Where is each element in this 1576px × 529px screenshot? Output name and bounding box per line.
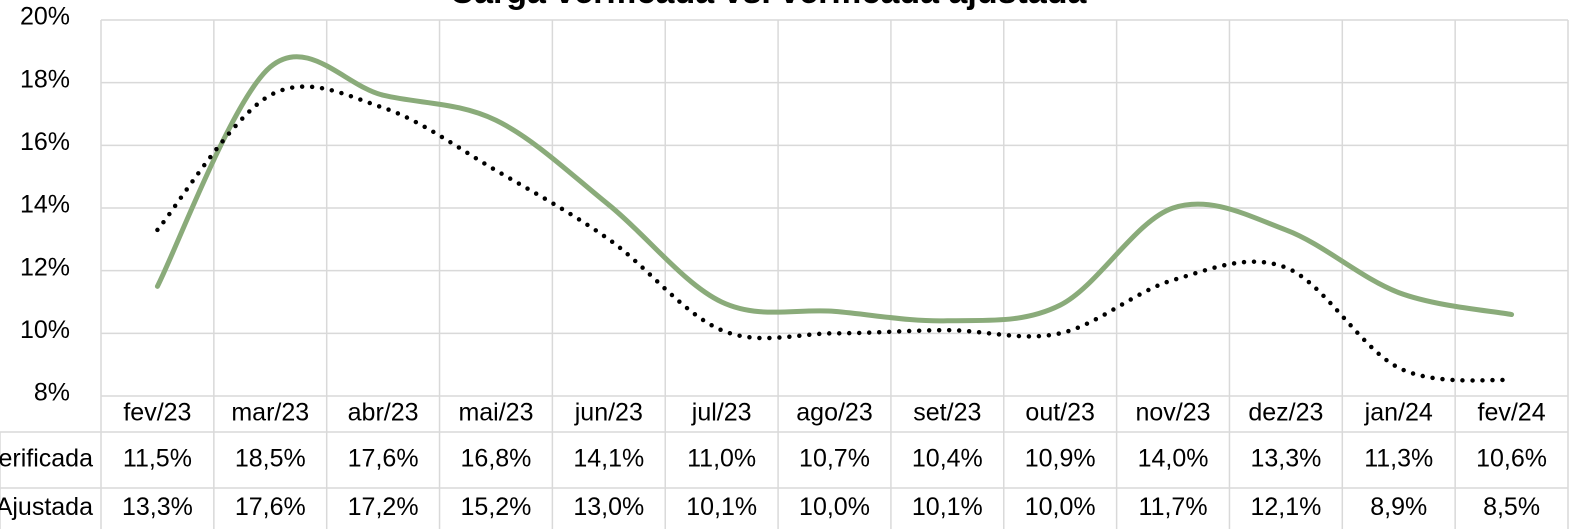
y-tick-label: 10% (20, 316, 70, 344)
x-tick-label: jan/24 (1364, 399, 1433, 427)
x-tick-label: nov/23 (1136, 399, 1211, 427)
data-label: 16,8% (461, 445, 532, 473)
x-tick-label: fev/23 (123, 399, 191, 427)
data-label: 8,9% (1370, 493, 1427, 521)
y-tick-label: 8% (34, 379, 70, 407)
y-tick-label: 20% (20, 3, 70, 31)
x-tick-label: set/23 (913, 399, 981, 427)
data-label: 10,9% (1025, 445, 1096, 473)
x-tick-label: fev/24 (1478, 399, 1546, 427)
x-tick-label: jul/23 (691, 399, 752, 427)
series-line (154, 54, 1515, 324)
data-label: 17,2% (348, 493, 419, 521)
data-label: 12,1% (1250, 493, 1321, 521)
data-label: 11,7% (1139, 493, 1208, 521)
x-tick-label: abr/23 (348, 399, 419, 427)
data-label: 10,7% (799, 445, 870, 473)
chart-title: Carga verificada vs. verificada ajustada (450, 0, 1088, 11)
data-label: 11,0% (687, 445, 756, 473)
series-line (155, 84, 1514, 383)
data-label: 10,0% (799, 493, 870, 521)
data-label: 17,6% (235, 493, 306, 521)
data-label: 10,0% (1025, 493, 1096, 521)
y-tick-label: 16% (20, 128, 70, 156)
x-tick-label: jun/23 (574, 399, 643, 427)
data-label: 14,0% (1138, 445, 1209, 473)
data-label: 10,1% (686, 493, 757, 521)
y-tick-label: 18% (20, 65, 70, 93)
x-tick-label: mai/23 (458, 399, 533, 427)
data-label: 11,3% (1364, 445, 1433, 473)
data-label: 10,6% (1476, 445, 1547, 473)
data-label: 14,1% (573, 445, 644, 473)
data-label: 13,3% (1250, 445, 1321, 473)
x-tick-label: ago/23 (796, 399, 872, 427)
data-label: 13,3% (122, 493, 193, 521)
data-label: 18,5% (235, 445, 306, 473)
y-tick-label: 12% (20, 253, 70, 281)
data-label: 11,5% (123, 445, 192, 473)
data-label: 8,5% (1483, 493, 1540, 521)
data-label: 10,1% (912, 493, 983, 521)
data-label: 15,2% (461, 493, 532, 521)
x-tick-label: out/23 (1025, 399, 1095, 427)
legend-label: Verificada (0, 445, 93, 473)
data-label: 17,6% (348, 445, 419, 473)
data-label: 13,0% (573, 493, 644, 521)
legend-label: Ajustada (0, 493, 93, 521)
x-tick-label: dez/23 (1248, 399, 1323, 427)
data-label: 10,4% (912, 445, 983, 473)
x-tick-label: mar/23 (231, 399, 309, 427)
y-tick-label: 14% (20, 191, 70, 219)
